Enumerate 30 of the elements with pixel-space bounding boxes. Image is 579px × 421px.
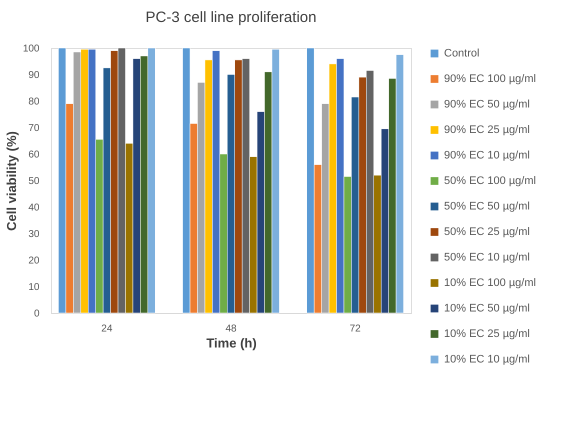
- y-tick-label: 100: [22, 44, 40, 54]
- y-tick-label: 40: [28, 202, 40, 214]
- y-tick-label: 0: [34, 308, 40, 320]
- y-tick-label: 60: [28, 150, 40, 160]
- y-tick-label: 20: [28, 256, 40, 266]
- legend-label: 50% EC 25 µg/ml: [444, 226, 530, 238]
- x-tick-label: 48: [225, 324, 237, 334]
- y-tick-label: 80: [28, 96, 40, 108]
- legend-label: 50% EC 10 µg/ml: [444, 252, 530, 264]
- legend-label: 10% EC 50 µg/ml: [444, 302, 530, 314]
- y-tick-label: 30: [28, 229, 40, 240]
- legend-label: 90% EC 10 µg/ml: [444, 150, 530, 162]
- y-tick-label: 10: [28, 282, 40, 293]
- y-tick-label: 90: [28, 70, 40, 81]
- legend-label: 90% EC 50 µg/ml: [444, 98, 530, 110]
- x-axis-title: Time (h): [206, 336, 257, 350]
- y-axis-title: Cell viability (%): [4, 131, 19, 231]
- legend-label: 90% EC 100 µg/ml: [444, 73, 536, 85]
- legend-label: 90% EC 25 µg/ml: [444, 124, 530, 136]
- legend-label: 50% EC 50 µg/ml: [444, 200, 530, 212]
- legend-label: 10% EC 10 µg/ml: [444, 354, 530, 366]
- x-tick-label: 72: [350, 324, 362, 334]
- y-tick-label: 70: [28, 123, 40, 134]
- legend-label: 50% EC 100 µg/ml: [444, 175, 536, 187]
- y-tick-label: 50: [28, 176, 40, 187]
- legend-label: 10% EC 25 µg/ml: [444, 328, 530, 340]
- legend-label: 10% EC 100 µg/ml: [444, 277, 536, 289]
- x-tick-label: 24: [101, 324, 113, 334]
- chart-title: PC-3 cell line proliferation: [146, 9, 316, 26]
- legend-label: Control: [444, 48, 480, 60]
